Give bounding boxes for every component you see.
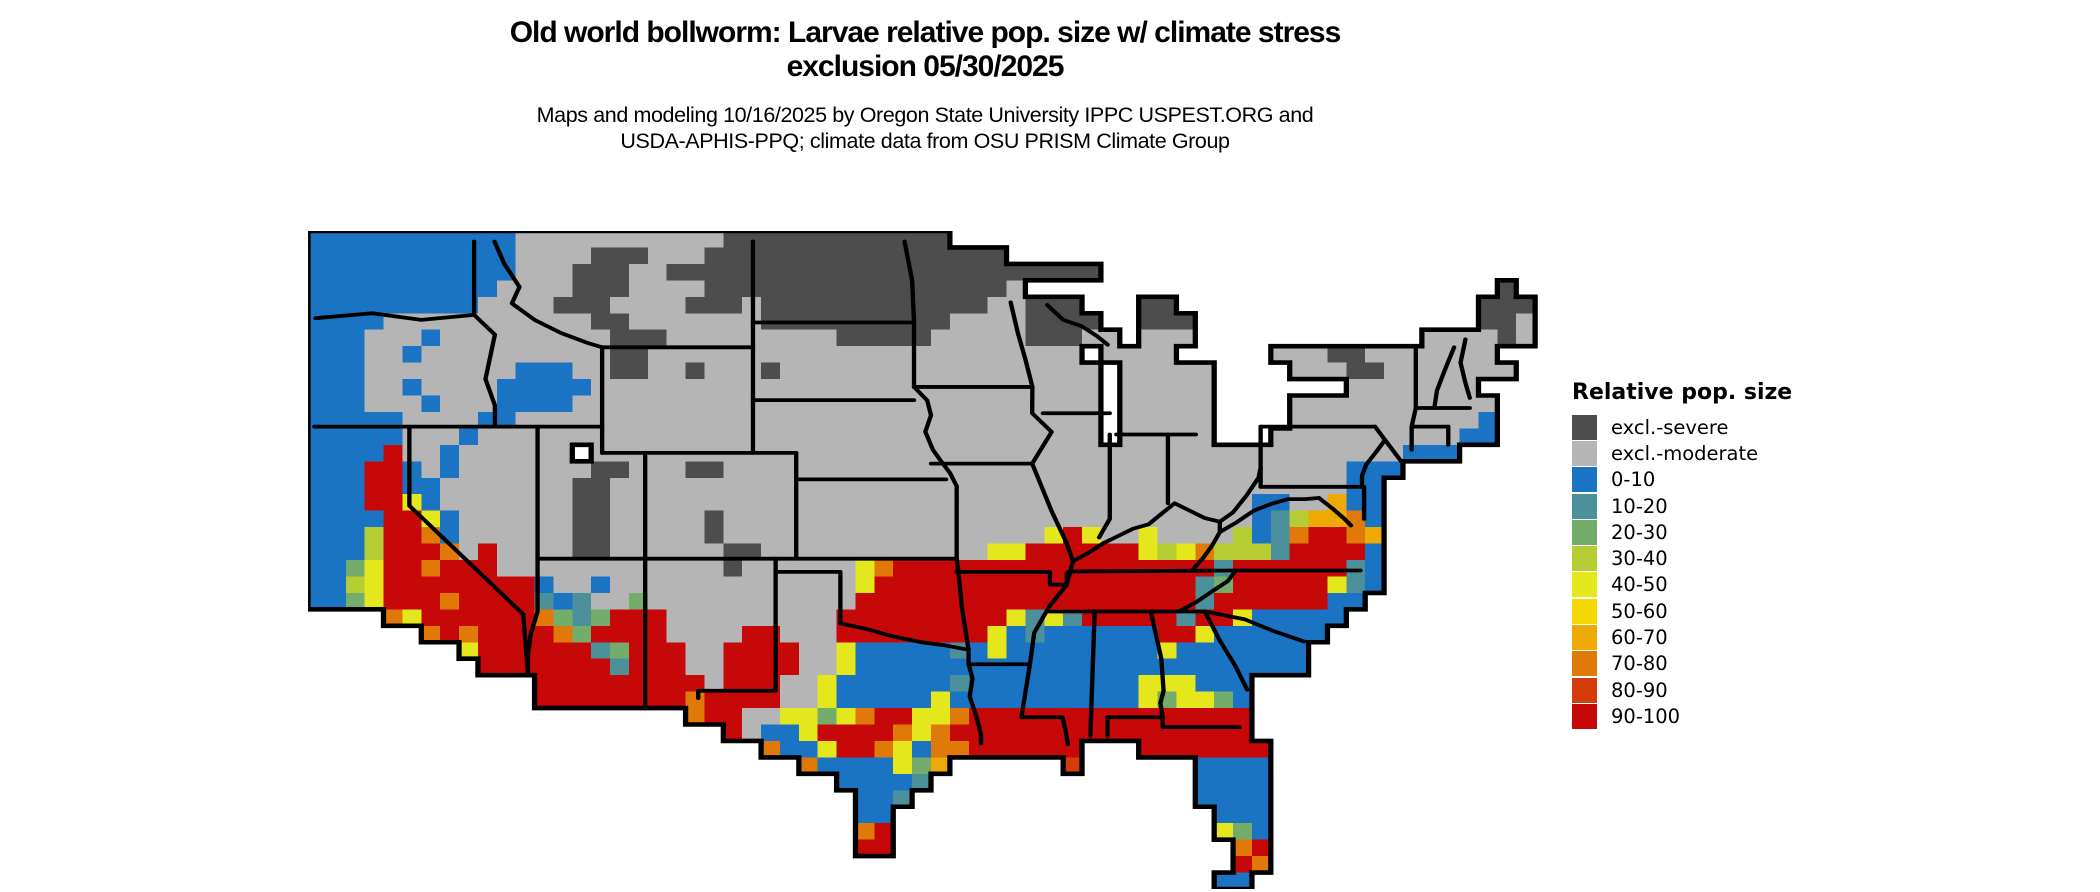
state-border <box>1382 438 1404 463</box>
state-border <box>902 239 917 325</box>
legend-title: Relative pop. size <box>1572 380 1793 405</box>
legend-label: 40-50 <box>1611 573 1668 597</box>
legend-label: 90-100 <box>1611 704 1681 728</box>
map-subtitle-line2: USDA-APHIS-PPQ; climate data from OSU PR… <box>620 129 1230 153</box>
legend-swatch <box>1572 519 1597 545</box>
legend-swatch <box>1572 493 1597 519</box>
legend-item: 80-90 <box>1572 677 1902 703</box>
map-title-line2: exclusion 05/30/2025 <box>786 50 1065 83</box>
state-border <box>1409 406 1418 429</box>
legend-item: 30-40 <box>1572 545 1902 572</box>
state-borders-layer <box>312 239 1472 747</box>
legend-swatch <box>1572 546 1597 572</box>
state-border <box>966 662 984 746</box>
legend-item: 10-20 <box>1572 493 1902 519</box>
legend-swatch <box>1572 598 1597 624</box>
state-border <box>1189 519 1223 573</box>
state-border <box>1019 385 1076 720</box>
legend-label: 80-90 <box>1611 678 1668 702</box>
raster-cells <box>553 231 1536 577</box>
state-border <box>1316 496 1354 528</box>
raster-cells <box>364 231 1536 741</box>
state-border <box>1045 303 1110 347</box>
state-border <box>525 556 540 674</box>
state-border <box>1008 300 1035 389</box>
state-border <box>696 569 778 701</box>
legend-item: 20-30 <box>1572 519 1902 545</box>
legend-label: excl.-severe <box>1611 415 1729 439</box>
legend-label: 20-30 <box>1611 520 1668 544</box>
state-border <box>1019 715 1071 747</box>
state-border <box>1217 496 1322 534</box>
map-title: Old world bollworm: Larvae relative pop.… <box>280 16 1570 84</box>
raster-cells <box>1063 757 1083 774</box>
raster-cells <box>345 560 1252 840</box>
legend-item: excl.-severe <box>1572 414 1902 440</box>
map-title-line1: Old world bollworm: Larvae relative pop.… <box>509 16 1342 49</box>
legend-label: 30-40 <box>1611 547 1668 571</box>
state-border <box>1176 609 1307 644</box>
state-border <box>954 556 971 652</box>
legend-label: excl.-moderate <box>1611 441 1759 465</box>
map-figure-header: Old world bollworm: Larvae relative pop.… <box>280 16 1570 154</box>
raster-cells <box>364 444 1366 873</box>
raster-cells <box>534 510 1366 807</box>
state-border <box>1066 568 1363 574</box>
legend-item: 90-100 <box>1572 703 1902 729</box>
legend-item: 70-80 <box>1572 651 1902 677</box>
legend-item: 50-60 <box>1572 598 1902 624</box>
state-border <box>471 239 498 429</box>
legend-item: 60-70 <box>1572 624 1902 651</box>
state-border <box>313 311 477 322</box>
map-subtitle: Maps and modeling 10/16/2025 by Oregon S… <box>280 102 1570 154</box>
legend-label: 0-10 <box>1611 468 1656 492</box>
map-subtitle-line1: Maps and modeling 10/16/2025 by Oregon S… <box>536 103 1314 127</box>
legend-label: 50-60 <box>1611 599 1668 623</box>
legend-swatch <box>1572 440 1597 466</box>
raster-cells <box>364 494 1347 840</box>
us-map <box>308 231 1554 889</box>
legend-items: excl.-severe excl.-moderate 0-10 10-20 20-30… <box>1572 414 1902 730</box>
legend-swatch <box>1572 625 1597 651</box>
state-border <box>407 424 531 674</box>
state-border <box>1088 609 1097 738</box>
state-border <box>838 621 971 652</box>
raster-cells <box>308 231 1498 889</box>
state-border <box>1105 715 1242 738</box>
state-border <box>1458 337 1472 400</box>
legend-item: excl.-moderate <box>1572 440 1902 466</box>
coastline-layer <box>308 231 1538 889</box>
legend-swatch <box>1572 677 1597 703</box>
legend-swatch <box>1572 467 1597 493</box>
raster-cells <box>931 494 1385 774</box>
legend-swatch <box>1572 651 1597 677</box>
raster-layer <box>308 231 1536 889</box>
coastline <box>308 231 1538 889</box>
legend-label: 10-20 <box>1611 494 1668 518</box>
legend-item: 0-10 <box>1572 467 1902 493</box>
state-border <box>1096 432 1112 540</box>
legend-label: 70-80 <box>1611 652 1668 676</box>
state-border <box>773 556 843 626</box>
state-border <box>1070 465 1263 564</box>
state-border <box>1202 609 1250 692</box>
legend-swatch <box>1572 572 1597 598</box>
legend: Relative pop. size excl.-severe excl.-mod… <box>1572 380 1902 730</box>
state-border <box>492 239 605 350</box>
us-map-svg <box>308 231 1538 889</box>
state-border <box>1359 424 1388 489</box>
state-border <box>954 569 1070 587</box>
legend-label: 60-70 <box>1611 626 1668 650</box>
legend-swatch <box>1572 414 1597 440</box>
state-border <box>911 385 959 505</box>
state-border <box>1148 609 1166 720</box>
legend-item: 40-50 <box>1572 572 1902 598</box>
state-border <box>1176 568 1239 614</box>
legend-swatch <box>1572 703 1597 729</box>
state-border <box>1432 345 1457 410</box>
